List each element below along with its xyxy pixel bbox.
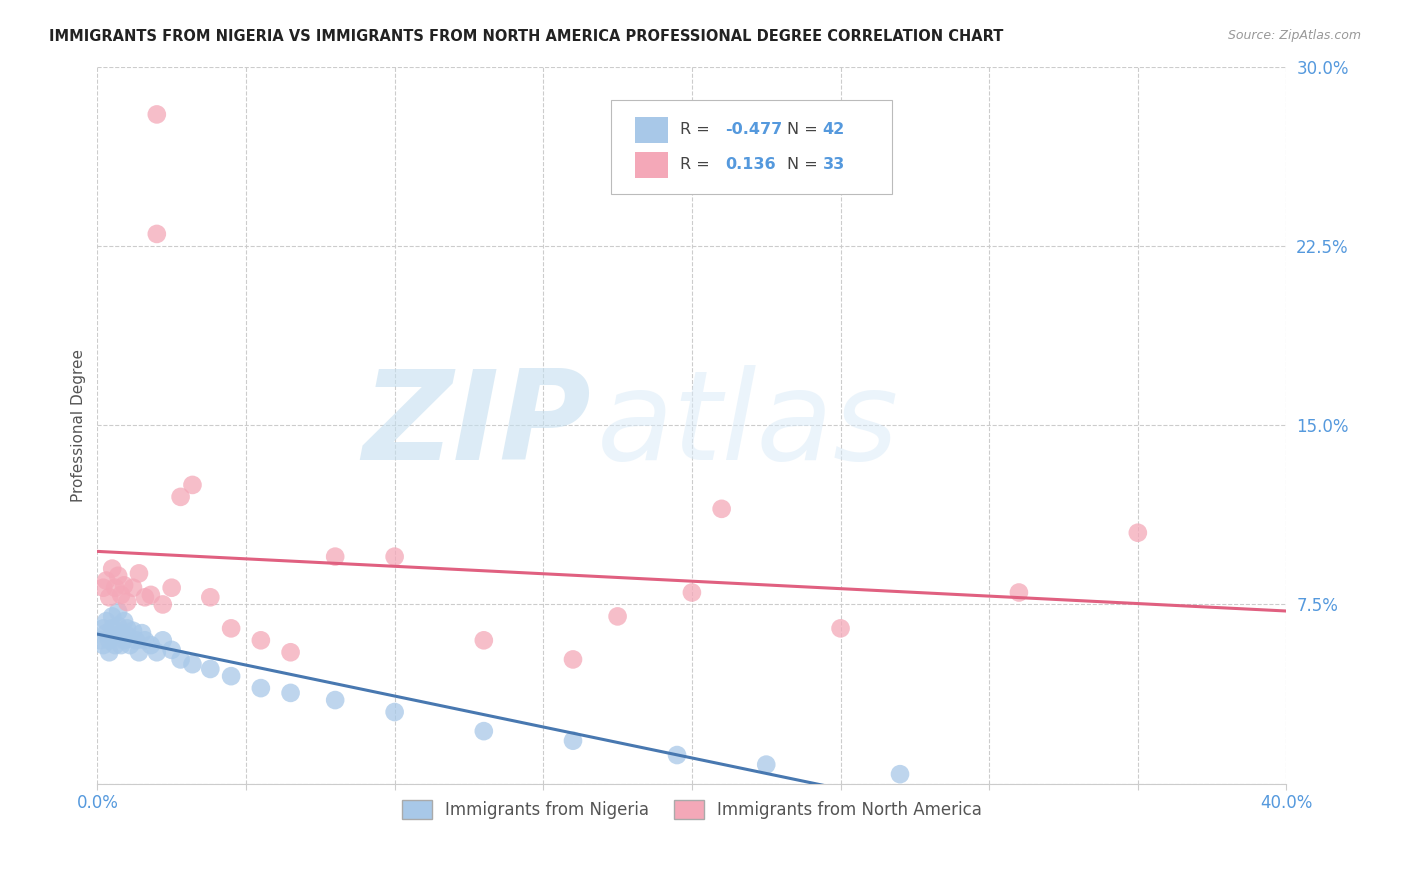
Point xyxy=(152,598,174,612)
Bar xyxy=(636,117,668,143)
Point xyxy=(101,621,124,635)
Point xyxy=(128,645,150,659)
Point xyxy=(101,609,124,624)
FancyBboxPatch shape xyxy=(612,100,891,194)
Point xyxy=(115,628,138,642)
Point xyxy=(96,614,118,628)
Point xyxy=(280,686,302,700)
Text: 33: 33 xyxy=(823,157,845,172)
Text: IMMIGRANTS FROM NIGERIA VS IMMIGRANTS FROM NORTH AMERICA PROFESSIONAL DEGREE COR: IMMIGRANTS FROM NIGERIA VS IMMIGRANTS FR… xyxy=(49,29,1004,44)
Point xyxy=(98,633,121,648)
Point xyxy=(606,609,628,624)
Text: 0.136: 0.136 xyxy=(725,157,776,172)
Point xyxy=(104,628,127,642)
Point xyxy=(91,581,114,595)
Text: 42: 42 xyxy=(823,122,845,137)
Point xyxy=(219,669,242,683)
Point xyxy=(889,767,911,781)
Point xyxy=(830,621,852,635)
Point xyxy=(146,227,169,241)
Point xyxy=(104,581,127,595)
Point xyxy=(115,595,138,609)
Point xyxy=(472,633,495,648)
Point xyxy=(112,633,135,648)
Point xyxy=(181,657,204,672)
Text: -0.477: -0.477 xyxy=(725,122,783,137)
Point xyxy=(98,591,121,605)
Point xyxy=(91,638,114,652)
Text: N =: N = xyxy=(787,157,823,172)
Point xyxy=(110,626,132,640)
Point xyxy=(562,652,585,666)
Point xyxy=(250,633,273,648)
Point xyxy=(115,621,138,635)
Point xyxy=(384,549,406,564)
Point xyxy=(146,107,169,121)
Point xyxy=(160,581,183,595)
Text: Source: ZipAtlas.com: Source: ZipAtlas.com xyxy=(1227,29,1361,42)
Point xyxy=(323,693,346,707)
Point xyxy=(96,574,118,588)
Y-axis label: Professional Degree: Professional Degree xyxy=(72,349,86,501)
Point xyxy=(112,578,135,592)
Point xyxy=(89,633,111,648)
Point xyxy=(118,638,141,652)
Point xyxy=(122,581,145,595)
Point xyxy=(280,645,302,659)
Text: R =: R = xyxy=(681,122,714,137)
Point xyxy=(122,624,145,638)
Point xyxy=(160,643,183,657)
Point xyxy=(134,591,156,605)
Point xyxy=(181,478,204,492)
Point xyxy=(384,705,406,719)
Point xyxy=(110,638,132,652)
Point xyxy=(101,561,124,575)
Point xyxy=(169,490,191,504)
Point xyxy=(107,619,129,633)
Bar xyxy=(636,152,668,178)
Point xyxy=(250,681,273,695)
Point xyxy=(666,747,689,762)
Point xyxy=(169,652,191,666)
Point xyxy=(1008,585,1031,599)
Point xyxy=(200,591,222,605)
Point xyxy=(219,621,242,635)
Text: N =: N = xyxy=(787,122,823,137)
Point xyxy=(152,633,174,648)
Point xyxy=(128,566,150,581)
Point xyxy=(323,549,346,564)
Point xyxy=(104,638,127,652)
Point xyxy=(110,588,132,602)
Point xyxy=(134,633,156,648)
Point xyxy=(710,501,733,516)
Point xyxy=(107,568,129,582)
Point xyxy=(107,605,129,619)
Legend: Immigrants from Nigeria, Immigrants from North America: Immigrants from Nigeria, Immigrants from… xyxy=(395,793,988,826)
Point xyxy=(562,733,585,747)
Point xyxy=(98,645,121,659)
Text: R =: R = xyxy=(681,157,714,172)
Point xyxy=(681,585,703,599)
Point xyxy=(139,638,162,652)
Point xyxy=(139,588,162,602)
Text: ZIP: ZIP xyxy=(363,365,591,485)
Point xyxy=(96,626,118,640)
Point xyxy=(112,614,135,628)
Point xyxy=(200,662,222,676)
Point xyxy=(131,626,153,640)
Text: atlas: atlas xyxy=(596,365,898,485)
Point xyxy=(125,633,148,648)
Point xyxy=(755,757,778,772)
Point xyxy=(146,645,169,659)
Point xyxy=(1126,525,1149,540)
Point xyxy=(91,621,114,635)
Point xyxy=(472,724,495,739)
